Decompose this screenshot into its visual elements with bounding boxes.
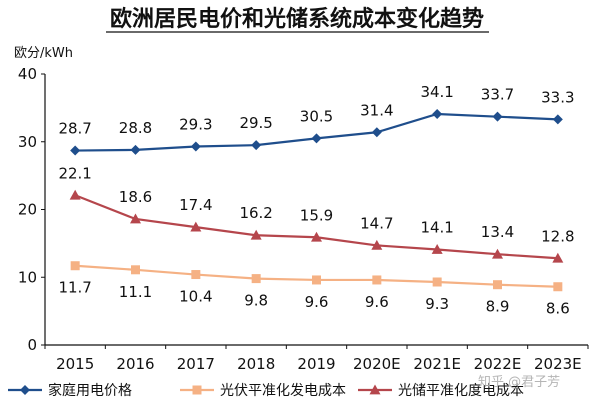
data-point (372, 275, 382, 285)
data-label: 28.7 (58, 120, 91, 138)
data-point (69, 189, 81, 200)
data-label: 9.8 (244, 292, 268, 310)
series-3: 22.1 18.6 17.4 16.2 15.9 14.7 14.1 13.4 12.8 (58, 164, 575, 263)
data-point (311, 231, 322, 242)
watermark: 知乎 @君子芳 (478, 374, 560, 390)
data-label: 30.5 (300, 107, 333, 125)
data-point (311, 133, 322, 144)
data-label: 29.3 (179, 115, 212, 133)
data-point (190, 221, 202, 232)
x-tick-label: 2016 (116, 355, 154, 373)
data-point (190, 141, 201, 152)
x-tick-label: 2018 (237, 355, 275, 373)
y-tick-label: 30 (18, 133, 37, 151)
chart-title: 欧洲居民电价和光储系统成本变化趋势 (110, 6, 484, 32)
legend-marker (369, 384, 381, 395)
data-point (552, 252, 564, 263)
legend-label: 光伏平准化发电成本 (220, 383, 346, 399)
data-label: 14.1 (420, 218, 453, 236)
x-tick-label: 2022E (474, 355, 522, 373)
legend-item-3: 光储平准化度电成本 (358, 383, 524, 399)
data-label: 16.2 (239, 204, 272, 222)
data-point (130, 144, 141, 155)
data-point (251, 274, 261, 284)
y-axis-unit: 欧分/kWh (14, 46, 73, 61)
data-point (70, 261, 80, 271)
data-point (312, 275, 321, 285)
x-tick-label: 2017 (177, 355, 215, 373)
data-point (432, 108, 443, 119)
legend-item-2: 光伏平准化发电成本 (180, 383, 346, 399)
data-label: 17.4 (179, 196, 212, 214)
data-label: 18.6 (119, 188, 152, 206)
data-point (493, 280, 502, 290)
data-point (70, 145, 81, 156)
series-1: 28.7 28.8 29.3 29.5 30.5 31.4 34.1 33.7 33.3 (58, 83, 575, 156)
legend: 家庭用电价格 光伏平准化发电成本 光储平准化度电成本 (8, 382, 524, 399)
data-label: 9.3 (425, 295, 449, 313)
data-point (130, 213, 141, 224)
x-tick-label: 2019 (297, 355, 335, 373)
data-point (250, 229, 262, 240)
legend-label: 家庭用电价格 (48, 382, 132, 399)
data-label: 13.4 (481, 223, 514, 241)
data-point (251, 140, 262, 151)
series-layer: 28.7 28.8 29.3 29.5 30.5 31.4 34.1 33.7 33.3 11.7… (58, 83, 574, 318)
y-tick-label: 40 (18, 65, 37, 83)
data-point (371, 239, 383, 250)
data-label: 8.6 (546, 300, 570, 318)
x-tick-label: 2020E (353, 355, 401, 373)
data-point (131, 265, 140, 275)
series-2: 11.7 11.1 10.4 9.8 9.6 9.6 9.3 8.9 8.6 (58, 261, 570, 318)
data-label: 11.1 (119, 283, 152, 301)
data-label: 8.9 (486, 298, 510, 316)
data-label: 31.4 (360, 101, 393, 119)
data-point (431, 243, 443, 254)
data-point (553, 282, 563, 292)
x-tick-label: 2015 (56, 355, 94, 373)
data-label: 10.4 (179, 288, 212, 306)
data-label: 14.7 (360, 214, 393, 232)
data-label: 12.8 (541, 227, 574, 245)
data-point (371, 127, 382, 138)
data-label: 33.7 (481, 86, 514, 104)
data-label: 22.1 (58, 164, 91, 182)
x-tick-label: 2021E (413, 355, 461, 373)
y-tick-label: 10 (18, 268, 37, 286)
data-label: 15.9 (300, 206, 333, 224)
legend-marker (20, 385, 30, 395)
data-point (492, 111, 503, 122)
legend-label: 光储平准化度电成本 (398, 383, 524, 399)
data-label: 9.6 (365, 293, 389, 311)
x-tick-label: 2023E (534, 355, 582, 373)
data-label: 29.5 (239, 114, 272, 132)
data-point (432, 277, 442, 287)
y-tick-label: 0 (27, 336, 37, 354)
legend-marker (192, 385, 202, 395)
legend-item-1: 家庭用电价格 (8, 382, 132, 399)
data-label: 28.8 (119, 119, 152, 137)
data-label: 9.6 (305, 293, 329, 311)
data-point (492, 248, 503, 259)
axes: 0 10 20 30 40 2015 2016 2017 2018 2019 2020E 2021E 2… (18, 65, 589, 373)
data-label: 33.3 (541, 88, 574, 106)
data-label: 11.7 (58, 279, 91, 297)
data-point (552, 114, 563, 125)
data-point (191, 270, 201, 280)
y-tick-label: 20 (18, 201, 37, 219)
data-label: 34.1 (420, 83, 453, 101)
